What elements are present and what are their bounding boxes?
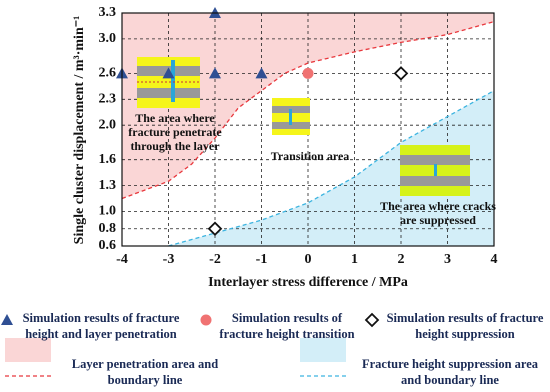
x-tick-label: 3 (444, 252, 451, 267)
y-tick-label: 1.3 (99, 178, 117, 193)
y-tick-label: 3.3 (99, 5, 117, 20)
x-tick-label: 0 (305, 252, 312, 267)
boundary-line (168, 90, 495, 247)
y-tick-label: 0.6 (99, 238, 117, 253)
x-tick-label: 4 (491, 252, 498, 267)
diamond-marker (393, 66, 409, 81)
diamond-marker (364, 312, 380, 328)
y-axis-title: Single cluster displacement / m³·min⁻¹ (72, 16, 87, 245)
annotation: Transition area (270, 149, 350, 163)
plot-frame (121, 12, 495, 247)
icon (272, 98, 310, 135)
x-tick-label: -2 (209, 252, 221, 267)
y-tick-label: 0.8 (99, 221, 117, 236)
circle-marker (200, 314, 212, 326)
y-tick-label: 2.6 (99, 66, 117, 81)
x-tick-label: -1 (256, 252, 268, 267)
legend-label: Fracture height suppression area and bou… (361, 357, 539, 387)
legend-label: Simulation results of fracture height su… (386, 311, 544, 341)
region-area (168, 90, 494, 247)
legend-swatch (300, 338, 346, 362)
y-tick-label: 1.0 (99, 204, 117, 219)
y-tick-label: 1.6 (99, 152, 117, 167)
triangle-marker (255, 67, 268, 79)
x-tick-label: -3 (163, 252, 175, 267)
triangle-marker (209, 67, 221, 79)
region-area (122, 13, 494, 199)
y-tick-label: 2.0 (99, 117, 117, 132)
legend-label: Simulation results of fracture height an… (22, 311, 180, 341)
icon (400, 145, 470, 196)
legend-swatch (5, 338, 51, 362)
x-tick-label: -4 (116, 252, 128, 267)
annotation: The area where cracks are suppressed (380, 199, 496, 227)
icon (137, 57, 200, 108)
y-tick-label: 2.3 (99, 92, 117, 107)
x-tick-label: 2 (398, 252, 405, 267)
triangle-marker (1, 314, 13, 325)
boundary-line (121, 21, 495, 200)
annotation: The area where fracture penetrate throug… (128, 111, 222, 153)
legend-label: Simulation results of fracture height tr… (219, 311, 355, 341)
legend-label: Layer penetration area and boundary line (71, 357, 219, 387)
diamond-marker (207, 221, 223, 237)
y-tick-label: 3.0 (99, 31, 117, 46)
x-axis-title: Interlayer stress difference / MPa (208, 275, 408, 290)
circle-marker (302, 67, 314, 79)
triangle-marker (162, 67, 175, 79)
x-tick-label: 1 (351, 252, 358, 267)
